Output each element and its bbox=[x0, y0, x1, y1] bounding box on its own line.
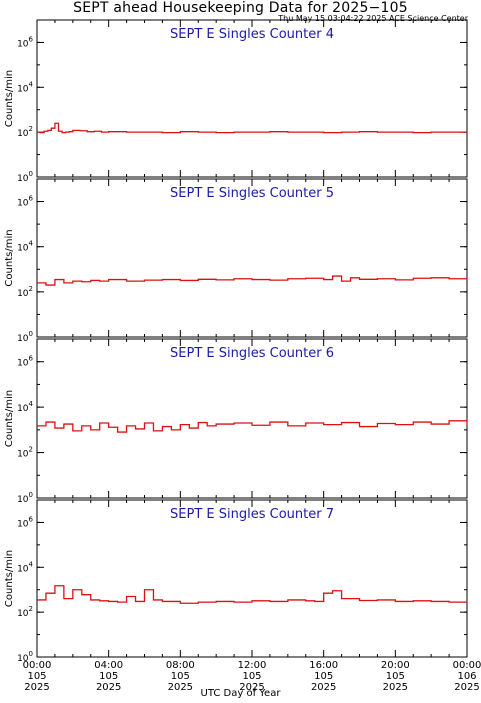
page-title: SEPT ahead Housekeeping Data for 2025−10… bbox=[73, 0, 408, 16]
x-tick-label: 106 bbox=[457, 671, 476, 682]
y-tick-label: 100 bbox=[17, 650, 33, 664]
x-tick-label: 08:00 bbox=[166, 660, 195, 671]
x-tick-label: 04:00 bbox=[94, 660, 123, 671]
y-tick-label: 104 bbox=[17, 240, 33, 254]
x-tick-label: 16:00 bbox=[309, 660, 338, 671]
x-tick-label: 2025 bbox=[383, 682, 408, 693]
data-series-line bbox=[37, 585, 468, 604]
x-tick-label: 2025 bbox=[454, 682, 479, 693]
x-tick-label: 2025 bbox=[24, 682, 49, 693]
panel-4: 100 102 104 106 Counts/min SEPT E Singles Cou… bbox=[4, 499, 468, 664]
panel-frame bbox=[36, 19, 468, 178]
y-tick-label: 102 bbox=[17, 605, 33, 619]
timestamp: Thu May 15 03:04:22 2025 ACE Science Cen… bbox=[278, 14, 468, 23]
x-tick-label: 105 bbox=[171, 671, 190, 682]
y-axis-label: Counts/min bbox=[4, 550, 15, 607]
y-tick-label: 100 bbox=[17, 491, 33, 505]
data-series-line bbox=[37, 275, 468, 286]
y-axis-label: Counts/min bbox=[4, 390, 15, 447]
panel-title: SEPT E Singles Counter 6 bbox=[170, 346, 334, 361]
panel-2: 100 102 104 106 Counts/min SEPT E Singles Cou… bbox=[4, 178, 468, 344]
x-tick-label: 12:00 bbox=[238, 660, 267, 671]
y-tick-label: 106 bbox=[17, 515, 33, 529]
y-tick-label: 104 bbox=[17, 80, 33, 94]
y-tick-label: 100 bbox=[17, 170, 33, 184]
y-tick-label: 102 bbox=[17, 285, 33, 299]
x-tick-label: 105 bbox=[27, 671, 46, 682]
x-tick-label: 00:00 bbox=[23, 660, 52, 671]
y-axis-label: Counts/min bbox=[4, 229, 15, 286]
x-tick-label: 105 bbox=[386, 671, 405, 682]
x-axis-label: UTC Day of Year bbox=[200, 688, 281, 699]
panel-title: SEPT E Singles Counter 4 bbox=[170, 27, 334, 42]
panel-1: 100 102 104 106 Counts/min SEPT E Singles Cou… bbox=[4, 19, 468, 184]
panel-title: SEPT E Singles Counter 7 bbox=[170, 507, 334, 522]
x-tick-label: 2025 bbox=[168, 682, 193, 693]
panel-3: 100 102 104 106 Counts/min SEPT E Singles Cou… bbox=[4, 338, 468, 505]
y-tick-label: 106 bbox=[17, 195, 33, 209]
x-tick-label: 20:00 bbox=[381, 660, 410, 671]
panel-title: SEPT E Singles Counter 5 bbox=[170, 186, 334, 201]
panel-frame bbox=[36, 338, 468, 499]
y-axis-label: Counts/min bbox=[4, 70, 15, 127]
y-tick-label: 102 bbox=[17, 446, 33, 460]
x-tick-label: 105 bbox=[314, 671, 333, 682]
x-tick-label: 2025 bbox=[239, 682, 264, 693]
x-tick-label: 105 bbox=[242, 671, 261, 682]
x-tick-label: 00:00 bbox=[453, 660, 481, 671]
data-series-line bbox=[37, 122, 468, 134]
panel-frame bbox=[36, 178, 468, 338]
data-series-line bbox=[37, 420, 468, 433]
x-tick-label: 105 bbox=[99, 671, 118, 682]
y-tick-label: 104 bbox=[17, 400, 33, 414]
y-tick-label: 100 bbox=[17, 330, 33, 344]
y-tick-label: 106 bbox=[17, 35, 33, 49]
y-tick-label: 102 bbox=[17, 125, 33, 139]
x-tick-label: 2025 bbox=[311, 682, 336, 693]
y-tick-label: 104 bbox=[17, 560, 33, 574]
x-tick-label: 2025 bbox=[96, 682, 121, 693]
y-tick-label: 106 bbox=[17, 355, 33, 369]
panel-frame bbox=[36, 499, 468, 658]
